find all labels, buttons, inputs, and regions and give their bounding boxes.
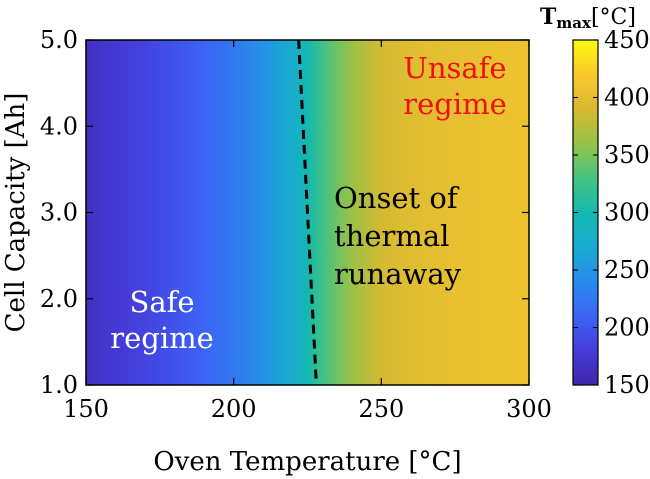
- x-tick-label: 250: [358, 395, 404, 423]
- onset-label: Onset of thermal runaway: [334, 181, 462, 291]
- colorbar-ticks: 150 200 250 300 350 400 450: [573, 26, 650, 399]
- colorbar-tick-label: 300: [604, 199, 650, 227]
- colorbar-tick-label: 200: [604, 314, 650, 342]
- onset-label-line: runaway: [334, 257, 462, 291]
- colorbar-label: Tmax[°C]: [540, 4, 636, 32]
- x-axis-label: Oven Temperature [°C]: [153, 447, 461, 477]
- annotation-line: regime: [403, 87, 507, 121]
- x-axis: 150 200 250 300: [63, 40, 552, 423]
- colorbar-label-main: T: [540, 4, 557, 30]
- y-tick-label: 5.0: [40, 26, 78, 54]
- colorbar-tick-label: 400: [604, 84, 650, 112]
- unsafe-regime-label: Unsafe regime: [403, 51, 507, 121]
- colorbar-label-sub: max: [556, 14, 592, 32]
- onset-label-line: thermal: [334, 219, 449, 253]
- y-tick-label: 3.0: [40, 199, 78, 227]
- x-tick-label: 200: [211, 395, 257, 423]
- colorbar-label-unit: [°C]: [591, 5, 636, 30]
- safe-regime-label: Safe regime: [110, 285, 214, 355]
- annotation-line: Safe: [129, 285, 194, 319]
- y-axis: 1.0 2.0 3.0 4.0 5.0: [40, 26, 529, 399]
- colorbar-tick-label: 450: [604, 26, 650, 54]
- annotation-line: Unsafe: [403, 51, 506, 85]
- y-tick-label: 4.0: [40, 112, 78, 140]
- y-axis-label: Cell Capacity [Ah]: [1, 93, 31, 333]
- y-tick-label: 1.0: [40, 371, 78, 399]
- colorbar-tick-label: 250: [604, 256, 650, 284]
- colorbar-tick-label: 350: [604, 141, 650, 169]
- annotation-line: regime: [110, 321, 214, 355]
- colorbar-tick-label: 150: [604, 371, 650, 399]
- onset-label-line: Onset of: [334, 181, 460, 215]
- onset-line: [297, 39, 318, 386]
- y-tick-label: 2.0: [40, 285, 78, 313]
- x-tick-label: 150: [63, 395, 109, 423]
- x-tick-label: 300: [506, 395, 552, 423]
